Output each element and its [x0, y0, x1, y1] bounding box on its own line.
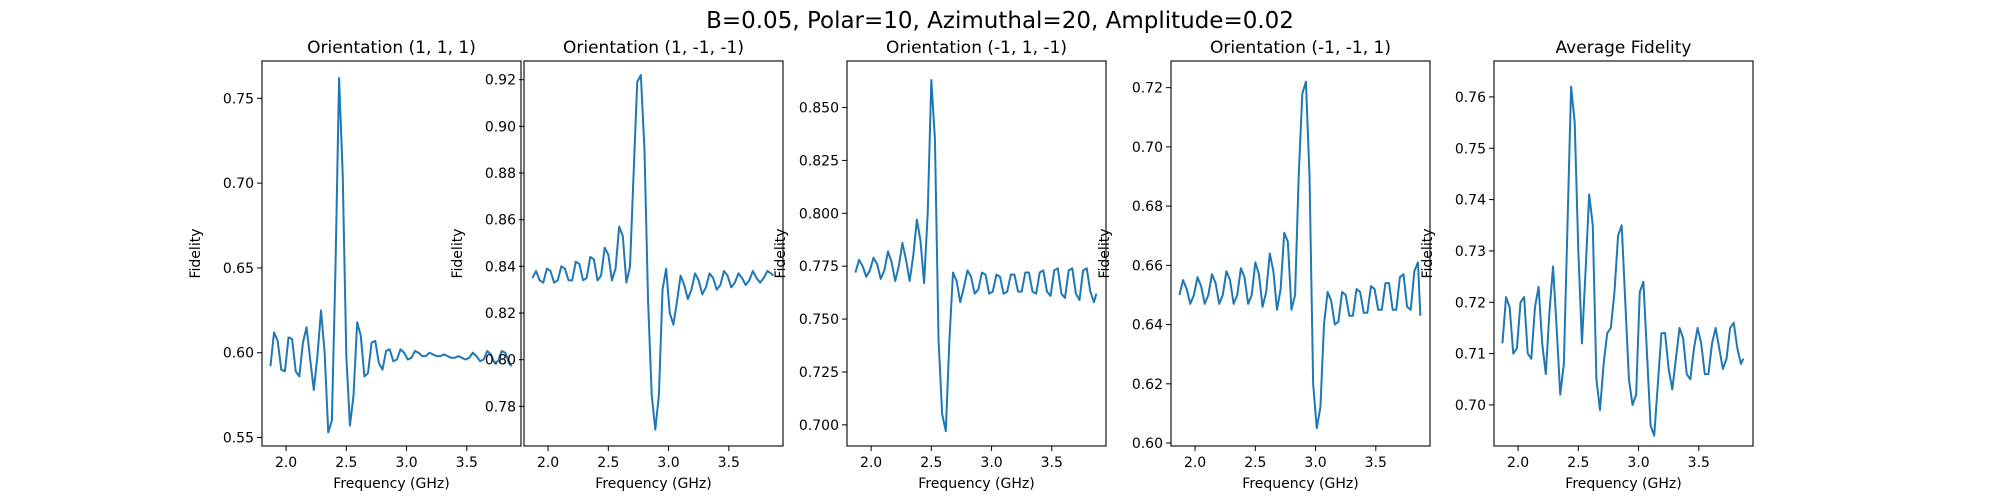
y-tick-label: 0.88	[485, 166, 516, 182]
series-line-1	[269, 76, 513, 434]
y-tick-label: 0.72	[1132, 81, 1163, 97]
x-tick-label: 3.0	[980, 455, 1002, 471]
x-tick-label: 3.0	[1627, 455, 1649, 471]
x-tick-label: 3.5	[1688, 455, 1710, 471]
y-tick-label: 0.82	[485, 306, 516, 322]
series-line-1	[1178, 80, 1422, 430]
x-tick-label: 3.5	[456, 455, 478, 471]
y-tick-label: 0.90	[485, 119, 516, 135]
axes-frame	[523, 60, 784, 447]
y-tick-label: 0.60	[223, 346, 254, 362]
y-tick-label: 0.86	[485, 213, 516, 229]
subplot-orientation-m1-1-m1: Orientation (-1, 1, -1) Frequency (GHz) …	[773, 38, 1107, 492]
y-tick-label: 0.92	[485, 73, 516, 89]
x-axis-label: Frequency (GHz)	[333, 476, 449, 492]
figure-suptitle: B=0.05, Polar=10, Azimuthal=20, Amplitud…	[706, 8, 1294, 34]
y-tick-label: 0.825	[799, 153, 839, 169]
y-axis-label: Fidelity	[1097, 229, 1113, 279]
y-tick-label: 0.75	[223, 91, 254, 107]
y-tick-label: 0.73	[1455, 244, 1486, 260]
y-tick-label: 0.68	[1132, 199, 1163, 215]
y-tick-label: 0.72	[1455, 295, 1486, 311]
x-tick-label: 3.5	[1365, 455, 1387, 471]
y-tick-label: 0.65	[223, 261, 254, 277]
y-tick-label: 0.66	[1132, 258, 1163, 274]
x-axis-label: Frequency (GHz)	[918, 476, 1034, 492]
series-line-1	[854, 79, 1098, 433]
y-axis-label: Fidelity	[773, 229, 789, 279]
y-tick-label: 0.62	[1132, 377, 1163, 393]
y-tick-label: 0.70	[1132, 140, 1163, 156]
x-tick-label: 2.0	[275, 455, 297, 471]
axes-frame	[1493, 60, 1754, 447]
y-tick-label: 0.775	[799, 259, 839, 275]
x-tick-label: 3.0	[395, 455, 417, 471]
subplot-orientation-1-1-1: Orientation (1, 1, 1) Frequency (GHz) Fi…	[188, 38, 522, 492]
x-tick-label: 2.5	[1244, 455, 1266, 471]
x-tick-label: 2.0	[860, 455, 882, 471]
x-tick-label: 2.5	[920, 455, 942, 471]
subplot-orientation-m1-m1-1: Orientation (-1, -1, 1) Frequency (GHz) …	[1097, 38, 1431, 492]
x-tick-label: 2.0	[537, 455, 559, 471]
y-tick-label: 0.74	[1455, 193, 1486, 209]
y-tick-label: 0.700	[799, 418, 839, 434]
x-tick-label: 3.5	[1041, 455, 1063, 471]
subplot-title: Orientation (-1, -1, 1)	[1210, 38, 1391, 58]
axes-frame	[261, 60, 522, 447]
y-tick-label: 0.78	[485, 399, 516, 415]
y-tick-label: 0.70	[223, 176, 254, 192]
subplot-title: Orientation (1, -1, -1)	[563, 38, 744, 58]
y-tick-label: 0.64	[1132, 318, 1163, 334]
x-tick-label: 3.0	[657, 455, 679, 471]
y-tick-label: 0.60	[1132, 436, 1163, 452]
y-tick-label: 0.800	[799, 206, 839, 222]
series-line-1	[531, 74, 775, 431]
x-tick-label: 2.0	[1507, 455, 1529, 471]
y-axis-label: Fidelity	[1420, 229, 1436, 279]
x-tick-label: 2.5	[335, 455, 357, 471]
y-tick-label: 0.75	[1455, 141, 1486, 157]
y-axis-label: Fidelity	[450, 229, 466, 279]
subplot-title: Orientation (-1, 1, -1)	[886, 38, 1067, 58]
y-tick-label: 0.70	[1455, 398, 1486, 414]
y-tick-label: 0.76	[1455, 90, 1486, 106]
y-tick-label: 0.71	[1455, 347, 1486, 363]
y-tick-label: 0.80	[485, 353, 516, 369]
axes-frame	[846, 60, 1107, 447]
x-tick-label: 2.5	[597, 455, 619, 471]
x-axis-label: Frequency (GHz)	[595, 476, 711, 492]
subplot-average-fidelity: Average Fidelity Frequency (GHz) Fidelit…	[1420, 38, 1754, 492]
series-line-1	[1501, 85, 1745, 437]
y-tick-label: 0.725	[799, 365, 839, 381]
x-tick-label: 2.5	[1567, 455, 1589, 471]
axes-frame	[1170, 60, 1431, 447]
subplot-title: Orientation (1, 1, 1)	[307, 38, 476, 58]
x-tick-label: 3.0	[1304, 455, 1326, 471]
subplot-orientation-1-m1-m1: Orientation (1, -1, -1) Frequency (GHz) …	[450, 38, 784, 492]
y-axis-label: Fidelity	[188, 229, 204, 279]
x-tick-label: 3.5	[718, 455, 740, 471]
x-tick-label: 2.0	[1184, 455, 1206, 471]
y-tick-label: 0.750	[799, 312, 839, 328]
y-tick-label: 0.55	[223, 431, 254, 447]
x-axis-label: Frequency (GHz)	[1565, 476, 1681, 492]
y-tick-label: 0.850	[799, 101, 839, 117]
subplot-title: Average Fidelity	[1556, 38, 1692, 58]
x-axis-label: Frequency (GHz)	[1242, 476, 1358, 492]
y-tick-label: 0.84	[485, 259, 516, 275]
